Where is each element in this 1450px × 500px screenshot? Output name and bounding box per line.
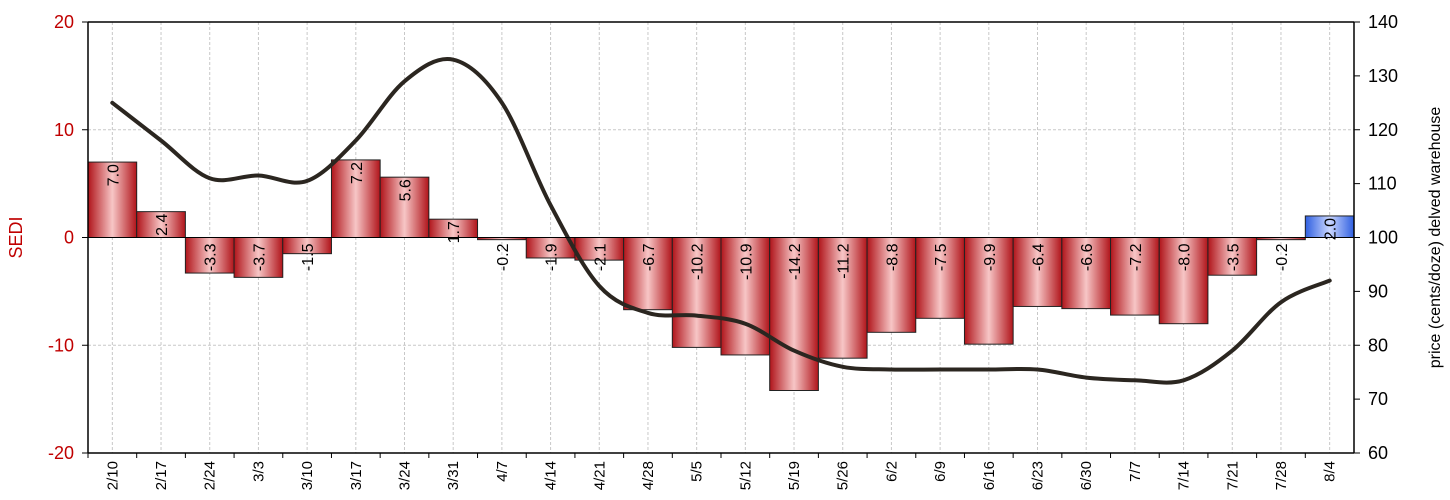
price-line (110, 57, 1332, 385)
data-label: -1.5 (300, 243, 317, 271)
bar (136, 211, 186, 238)
left-tick-label: 0 (64, 228, 74, 248)
category-label: 4/21 (591, 461, 608, 490)
category-label: 7/28 (1273, 461, 1290, 490)
data-label: -10.9 (738, 243, 755, 280)
category-label: 6/23 (1030, 461, 1047, 490)
data-label: 5.6 (398, 179, 415, 201)
price-line-series (110, 57, 1332, 385)
data-label: 2.4 (154, 214, 171, 236)
category-label: 6/9 (932, 461, 949, 482)
data-label: -11.2 (836, 243, 853, 278)
bar (233, 237, 284, 278)
category-label: 2/10 (104, 461, 121, 490)
bar (1207, 237, 1258, 276)
right-tick-label: 100 (1368, 228, 1398, 248)
bar (1110, 237, 1160, 316)
data-label: -0.2 (495, 243, 512, 271)
category-label: 6/2 (883, 461, 900, 482)
data-label: -2.1 (592, 243, 609, 271)
data-label: -6.6 (1079, 243, 1096, 271)
bar (623, 237, 673, 311)
right-tick-label: 60 (1368, 443, 1388, 463)
right-tick-label: 80 (1368, 335, 1388, 355)
category-label: 3/3 (250, 461, 267, 482)
right-tick-label: 110 (1368, 174, 1397, 194)
left-axis-title: SEDI (6, 216, 26, 258)
data-label: -1.9 (544, 243, 561, 271)
bar (87, 161, 138, 238)
data-labels: 7.0 2.4 -3.3 -3.7 -1.5 7.2 5.6 1.7 -0.2 -1.9 -2.1 -… (105, 162, 1339, 280)
data-label: -9.9 (982, 243, 999, 271)
right-tick-label: 70 (1368, 389, 1388, 409)
category-label: 4/14 (543, 461, 560, 490)
category-label: 8/4 (1322, 461, 1339, 482)
data-label: -3.3 (203, 243, 220, 271)
category-label: 5/26 (835, 461, 852, 490)
left-tick-label: 10 (54, 120, 74, 140)
category-label: 3/10 (299, 461, 316, 490)
data-label: 7.0 (105, 164, 122, 186)
bar (963, 237, 1014, 345)
category-label: 6/30 (1078, 461, 1095, 490)
data-label: -14.2 (787, 243, 804, 280)
category-label: 7/7 (1127, 461, 1144, 482)
right-tick-label: 140 (1368, 12, 1398, 32)
right-axis-title: price (cents/doze) delved warehouse (1427, 107, 1444, 369)
data-label: -8.0 (1177, 243, 1194, 271)
category-label: 3/24 (397, 461, 414, 490)
data-label: 7.2 (349, 162, 366, 184)
data-label: -7.2 (1128, 243, 1145, 271)
data-label: 2.0 (1323, 218, 1340, 240)
category-label: 2/17 (153, 461, 170, 490)
data-label: 1.7 (446, 221, 463, 243)
data-label: -8.8 (884, 243, 901, 271)
category-label: 3/17 (348, 461, 365, 490)
category-label: 6/16 (981, 461, 998, 490)
right-tick-label: 120 (1368, 120, 1398, 140)
category-label: 4/28 (640, 461, 657, 490)
category-label: 2/24 (202, 461, 219, 490)
category-label: 5/19 (786, 461, 803, 490)
bar (817, 237, 868, 359)
data-label: -3.5 (1225, 243, 1242, 271)
data-label: -7.5 (933, 243, 950, 271)
data-label: -10.2 (690, 243, 707, 280)
left-tick-label: -20 (48, 443, 74, 463)
category-label: 7/14 (1176, 461, 1193, 490)
category-label: 3/31 (445, 461, 462, 490)
data-label: -3.7 (251, 243, 268, 271)
category-label: 4/7 (494, 461, 511, 482)
category-label: 5/12 (737, 461, 754, 490)
data-label: -0.2 (1274, 243, 1291, 271)
bar (769, 237, 819, 392)
right-tick-label: 130 (1368, 66, 1398, 86)
right-tick-label: 90 (1368, 281, 1388, 301)
data-label: -6.4 (1031, 243, 1048, 271)
left-tick-label: 20 (54, 12, 74, 32)
data-label: -6.7 (641, 243, 658, 271)
bar-series (87, 159, 1355, 392)
category-label: 5/5 (689, 461, 706, 482)
category-label: 7/21 (1224, 461, 1241, 490)
bar (379, 176, 430, 239)
left-tick-label: -10 (48, 335, 74, 355)
